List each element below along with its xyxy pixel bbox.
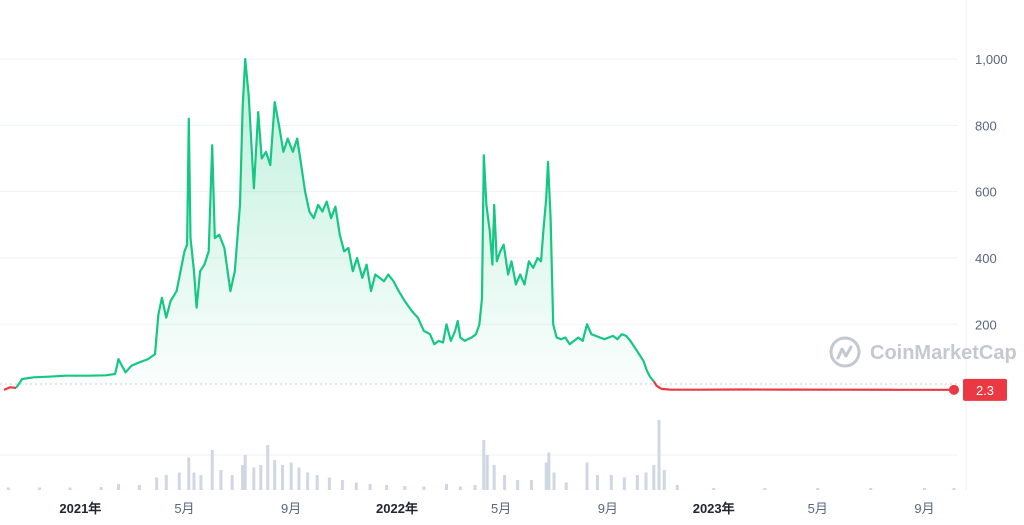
y-tick-label: 800 xyxy=(975,118,997,133)
volume-bar xyxy=(280,465,284,490)
current-price-dot xyxy=(949,384,959,395)
volume-bar xyxy=(117,484,121,490)
volume-bar xyxy=(219,470,223,490)
current-price-label-bg xyxy=(963,378,1007,401)
volume-bar xyxy=(187,457,191,490)
volume-bar xyxy=(869,488,873,490)
x-tick-label: 9月 xyxy=(598,501,618,516)
x-tick-label: 5月 xyxy=(491,501,511,516)
volume-bar xyxy=(609,475,613,490)
volume-bar xyxy=(241,465,245,490)
volume-bar xyxy=(38,487,42,490)
volume-bar xyxy=(652,465,656,490)
y-tick-label: 400 xyxy=(975,251,997,266)
volume-bar xyxy=(306,472,310,490)
x-tick-label: 9月 xyxy=(914,501,934,516)
volume-bar xyxy=(444,484,448,490)
volume-bar xyxy=(137,485,141,490)
volume-bar xyxy=(315,475,319,490)
x-tick-label: 2022年 xyxy=(376,501,418,516)
volume-bar xyxy=(6,487,10,490)
volume-bar xyxy=(923,488,927,490)
volume-bar xyxy=(177,472,181,490)
volume-bar xyxy=(763,488,767,490)
price-area xyxy=(4,59,954,384)
volume-bar xyxy=(164,475,168,490)
volume-bar xyxy=(622,477,626,490)
volume-bar xyxy=(503,475,507,490)
volume-bar xyxy=(422,486,426,490)
price-line-down-2[interactable] xyxy=(652,380,954,391)
volume-bar xyxy=(368,484,372,490)
volume-bar xyxy=(644,472,648,490)
volume-bar xyxy=(485,455,489,490)
volume-bar xyxy=(529,480,533,490)
volume-bar xyxy=(544,462,548,490)
volume-bar xyxy=(385,485,389,490)
current-price-label: 2.3 xyxy=(976,383,994,398)
volume-bar xyxy=(327,477,331,490)
volume-bar xyxy=(259,465,263,490)
watermark: CoinMarketCap xyxy=(829,336,1017,368)
volume-bar xyxy=(155,477,159,490)
x-tick-label: 9月 xyxy=(281,501,301,516)
x-tick-label: 5月 xyxy=(808,501,828,516)
volume-bar xyxy=(473,485,477,490)
volume-bar xyxy=(547,452,551,490)
volume-bar xyxy=(99,487,103,490)
volume-bars xyxy=(6,420,956,490)
volume-bar xyxy=(564,482,568,490)
y-tick-label: 200 xyxy=(975,317,997,332)
volume-bar xyxy=(192,472,196,490)
y-axis: 1,000 800 600 400 200 xyxy=(975,52,1008,332)
volume-bar xyxy=(492,465,496,490)
volume-bar xyxy=(199,475,203,490)
volume-bar xyxy=(354,482,358,490)
volume-bar xyxy=(230,475,234,490)
volume-bar xyxy=(585,462,589,490)
volume-bar xyxy=(297,467,301,490)
volume-bar xyxy=(482,440,486,490)
volume-bar xyxy=(340,480,344,490)
current-price-badge: 2.3 xyxy=(949,378,1007,401)
watermark-text: CoinMarketCap xyxy=(870,342,1017,364)
volume-bar xyxy=(273,460,277,490)
volume-bar xyxy=(595,475,599,490)
volume-bar xyxy=(712,488,716,490)
price-lines[interactable] xyxy=(3,57,954,391)
volume-bar xyxy=(68,487,72,490)
volume-bar xyxy=(289,462,293,490)
volume-bar xyxy=(403,486,407,490)
volume-bar xyxy=(675,485,679,490)
volume-bar xyxy=(458,486,462,490)
volume-bar xyxy=(243,455,247,490)
y-tick-label: 600 xyxy=(975,185,997,200)
volume-bar xyxy=(635,475,639,490)
price-line-up-1[interactable] xyxy=(15,57,655,389)
volume-bar xyxy=(210,450,214,490)
volume-bar xyxy=(816,488,820,490)
volume-bar xyxy=(266,445,270,490)
coinmarketcap-logo-icon xyxy=(829,336,861,368)
volume-bar xyxy=(952,488,956,490)
volume-bar xyxy=(657,420,661,490)
x-tick-label: 2021年 xyxy=(59,501,101,516)
x-tick-label: 2023年 xyxy=(693,501,735,516)
x-axis: 2021年 5月 9月 2022年 5月 9月 2023年 5月 9月 xyxy=(59,501,934,516)
volume-bar xyxy=(252,467,256,490)
volume-bar xyxy=(552,472,556,490)
volume-bar xyxy=(662,470,666,490)
volume-bar xyxy=(516,480,520,490)
y-tick-label: 1,000 xyxy=(975,52,1008,67)
x-tick-label: 5月 xyxy=(174,501,194,516)
price-line-down-0[interactable] xyxy=(3,386,17,391)
